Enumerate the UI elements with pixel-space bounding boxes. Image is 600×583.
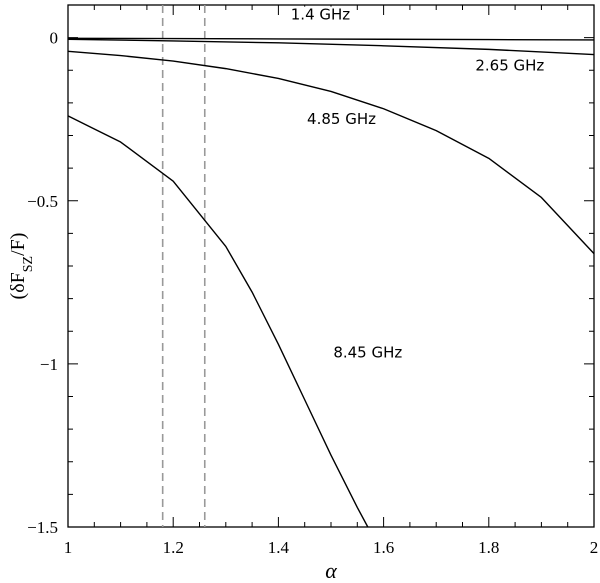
series-line-4-85-ghz (67, 50, 595, 255)
axis-ticks (67, 4, 595, 528)
y-axis-title-close: /F) (7, 233, 29, 256)
x-tick-label: 1.4 (268, 538, 290, 557)
series-line-1-4-ghz (67, 37, 595, 41)
series-label-background (470, 57, 550, 75)
x-tick-label: 1 (64, 538, 73, 557)
x-tick-label: 1.8 (478, 538, 499, 557)
plot-frame (67, 4, 595, 528)
series-label-background (301, 111, 382, 129)
y-axis-title-subscript: SZ (21, 256, 36, 272)
x-tick-label: 1.6 (373, 538, 394, 557)
series-label: 2.65 GHz (475, 56, 544, 74)
y-axis-title: (δFSZ/F) (7, 233, 36, 300)
series-label: 8.45 GHz (333, 343, 402, 361)
x-axis-title: α (325, 558, 337, 583)
y-axis-title-open: (δF (7, 272, 29, 299)
y-tick-label: −1.5 (27, 518, 58, 537)
series-line-2-65-ghz (67, 38, 595, 56)
series-label: 1.4 GHz (291, 6, 351, 24)
y-tick-label: 0 (50, 29, 59, 48)
x-tick-label: 2 (590, 538, 599, 557)
series-label: 4.85 GHz (307, 110, 376, 128)
x-tick-label: 1.2 (163, 538, 184, 557)
series-lines (67, 37, 595, 528)
y-tick-label: −0.5 (27, 192, 58, 211)
series-labels: 1.4 GHz 2.65 GHz 4.85 GHz 8.45 GHz (285, 6, 550, 362)
series-line-8-45-ghz (67, 115, 369, 528)
y-tick-label: −1 (40, 355, 58, 374)
series-label-background (328, 344, 408, 362)
tick-labels: 1 1.2 1.4 1.6 1.8 2 0 −0.5 −1 −1.5 (27, 29, 598, 557)
reference-lines (161, 5, 206, 527)
series-label-background (285, 6, 356, 24)
plot-frame-group (67, 4, 595, 528)
